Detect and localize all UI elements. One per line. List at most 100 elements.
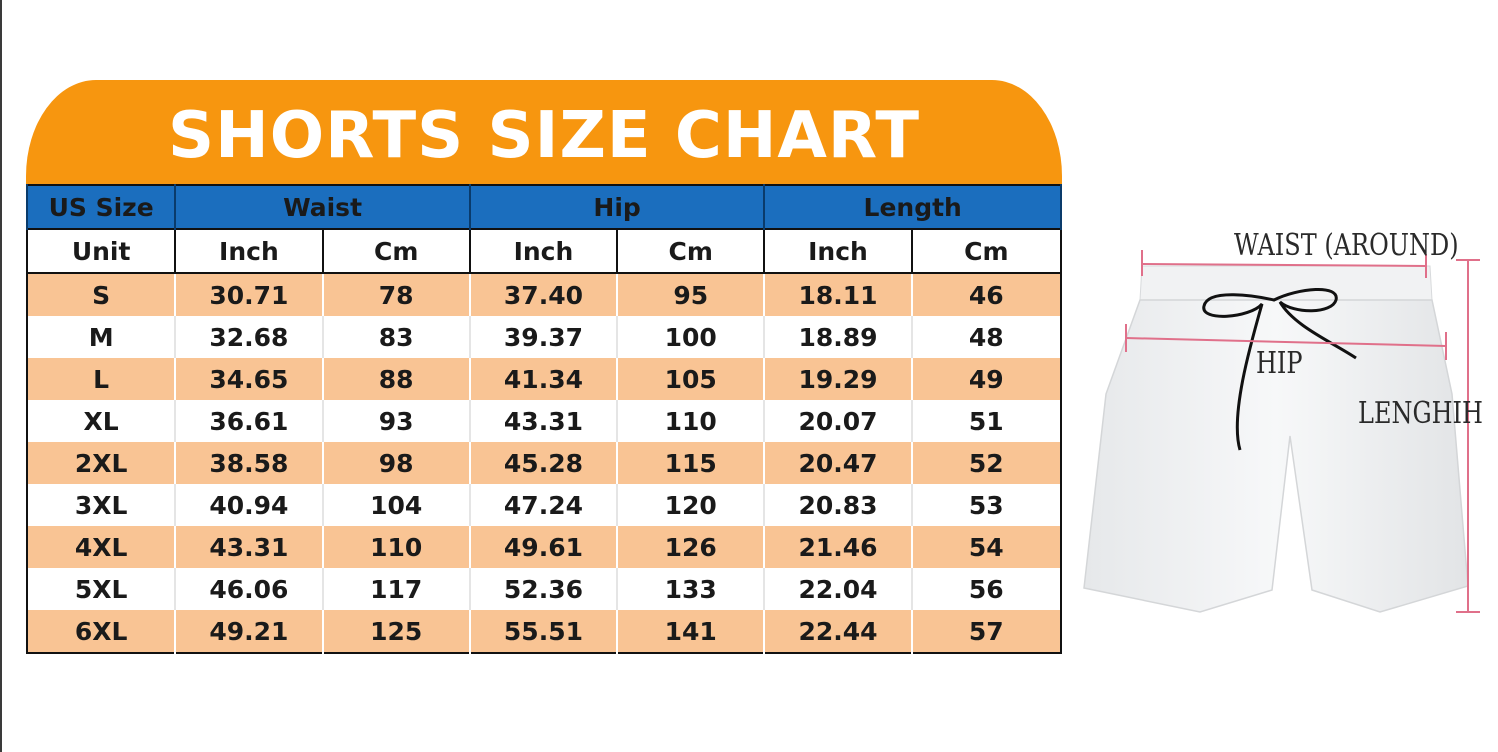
table-row: 3XL 40.94 104 47.24 120 20.83 53: [27, 484, 1061, 526]
cell-hip-cm: 126: [616, 526, 765, 568]
unit-length-inch: Inch: [763, 228, 913, 274]
cell-length-cm: 48: [910, 316, 1061, 358]
shorts-body: [1083, 299, 1469, 613]
cell-length-inch: 20.07: [763, 400, 912, 442]
cell-length-inch: 18.89: [763, 316, 912, 358]
cell-waist-cm: 125: [321, 610, 470, 653]
table-row: 6XL 49.21 125 55.51 141 22.44 57: [27, 610, 1061, 653]
table-row: L 34.65 88 41.34 105 19.29 49: [27, 358, 1061, 400]
cell-hip-cm: 141: [616, 610, 765, 653]
cell-length-inch: 18.11: [763, 273, 912, 316]
cell-waist-cm: 88: [321, 358, 470, 400]
cell-size: 2XL: [27, 442, 176, 484]
table-row: 2XL 38.58 98 45.28 115 20.47 52: [27, 442, 1061, 484]
unit-hip-cm: Cm: [616, 228, 766, 274]
cell-waist-inch: 36.61: [174, 400, 323, 442]
cell-waist-cm: 98: [321, 442, 470, 484]
drawstring: [1202, 288, 1357, 451]
cell-hip-inch: 49.61: [468, 526, 618, 568]
cell-hip-inch: 39.37: [468, 316, 618, 358]
cell-hip-inch: 37.40: [468, 273, 618, 316]
cell-waist-cm: 104: [321, 484, 470, 526]
cell-waist-inch: 49.21: [174, 610, 323, 653]
cell-size: L: [27, 358, 176, 400]
cell-waist-inch: 32.68: [174, 316, 323, 358]
cell-waist-inch: 38.58: [174, 442, 323, 484]
table-row: XL 36.61 93 43.31 110 20.07 51: [27, 400, 1061, 442]
cell-length-cm: 49: [910, 358, 1061, 400]
cell-length-cm: 52: [910, 442, 1061, 484]
cell-waist-cm: 78: [321, 273, 470, 316]
cell-length-cm: 53: [910, 484, 1061, 526]
cell-hip-inch: 47.24: [468, 484, 618, 526]
cell-hip-inch: 45.28: [468, 442, 618, 484]
size-rows: S 30.71 78 37.40 95 18.11 46 M 32.68 83 39.37 100 18…: [27, 273, 1061, 653]
cell-size: XL: [27, 400, 176, 442]
cell-length-cm: 56: [910, 568, 1061, 610]
hip-header: Hip: [468, 185, 766, 229]
cell-size: 3XL: [27, 484, 176, 526]
unit-row: Unit Inch Cm Inch Cm Inch Cm: [25, 228, 1063, 274]
unit-length-cm: Cm: [910, 228, 1063, 274]
us-size-header: US Size: [25, 185, 177, 229]
cell-size: 4XL: [27, 526, 176, 568]
cell-hip-cm: 133: [616, 568, 765, 610]
waist-header: Waist: [174, 185, 471, 229]
chart-title: SHORTS SIZE CHART: [168, 99, 920, 173]
cell-waist-inch: 46.06: [174, 568, 323, 610]
header-row: US Size Waist Hip Length: [25, 185, 1062, 229]
hip-measure-line: [1125, 337, 1447, 347]
cell-length-inch: 22.44: [763, 610, 912, 653]
size-chart: SHORTS SIZE CHART US Size Waist Hip Leng…: [25, 80, 1063, 654]
cell-length-inch: 22.04: [763, 568, 912, 610]
cell-length-inch: 20.83: [763, 484, 912, 526]
cell-hip-cm: 110: [616, 400, 765, 442]
cell-waist-inch: 40.94: [174, 484, 323, 526]
cell-waist-cm: 83: [321, 316, 470, 358]
cell-hip-inch: 41.34: [468, 358, 618, 400]
cell-hip-inch: 55.51: [468, 610, 618, 653]
table-row: M 32.68 83 39.37 100 18.89 48: [27, 316, 1061, 358]
cell-length-inch: 20.47: [763, 442, 912, 484]
size-table: US Size Waist Hip Length Unit Inch Cm In…: [25, 184, 1063, 654]
cell-length-cm: 57: [910, 610, 1061, 653]
cell-size: M: [27, 316, 176, 358]
cell-length-cm: 54: [910, 526, 1061, 568]
cell-waist-inch: 30.71: [174, 273, 323, 316]
cell-waist-inch: 34.65: [174, 358, 323, 400]
left-edge-rule: [0, 0, 2, 752]
waist-measure-line: [1141, 263, 1427, 267]
waist-label: WAIST (AROUND): [1234, 228, 1459, 263]
cell-size: 6XL: [27, 610, 176, 653]
unit-label: Unit: [25, 228, 177, 274]
cell-length-cm: 46: [910, 273, 1061, 316]
cell-hip-cm: 95: [616, 273, 765, 316]
cell-hip-inch: 43.31: [468, 400, 618, 442]
cell-waist-cm: 117: [321, 568, 470, 610]
cell-hip-cm: 100: [616, 316, 765, 358]
cell-hip-cm: 115: [616, 442, 765, 484]
cell-hip-cm: 105: [616, 358, 765, 400]
cell-hip-cm: 120: [616, 484, 765, 526]
cell-waist-cm: 110: [321, 526, 470, 568]
hip-label: HIP: [1256, 346, 1303, 381]
unit-waist-inch: Inch: [174, 228, 324, 274]
length-header: Length: [763, 185, 1062, 229]
cell-length-inch: 19.29: [763, 358, 912, 400]
length-label: LENGHIH: [1358, 396, 1483, 431]
cell-length-cm: 51: [910, 400, 1061, 442]
table-row: 5XL 46.06 117 52.36 133 22.04 56: [27, 568, 1061, 610]
table-row: 4XL 43.31 110 49.61 126 21.46 54: [27, 526, 1061, 568]
shorts-diagram: WAIST (AROUND) HIP LENGHIH: [1080, 226, 1483, 636]
cell-hip-inch: 52.36: [468, 568, 618, 610]
table-row: S 30.71 78 37.40 95 18.11 46: [27, 273, 1061, 316]
cell-length-inch: 21.46: [763, 526, 912, 568]
shorts-illustration: [1083, 250, 1480, 613]
cell-size: 5XL: [27, 568, 176, 610]
cell-size: S: [27, 273, 176, 316]
unit-waist-cm: Cm: [321, 228, 471, 274]
cell-waist-inch: 43.31: [174, 526, 323, 568]
unit-hip-inch: Inch: [468, 228, 619, 274]
title-banner: SHORTS SIZE CHART: [26, 80, 1062, 184]
cell-waist-cm: 93: [321, 400, 470, 442]
